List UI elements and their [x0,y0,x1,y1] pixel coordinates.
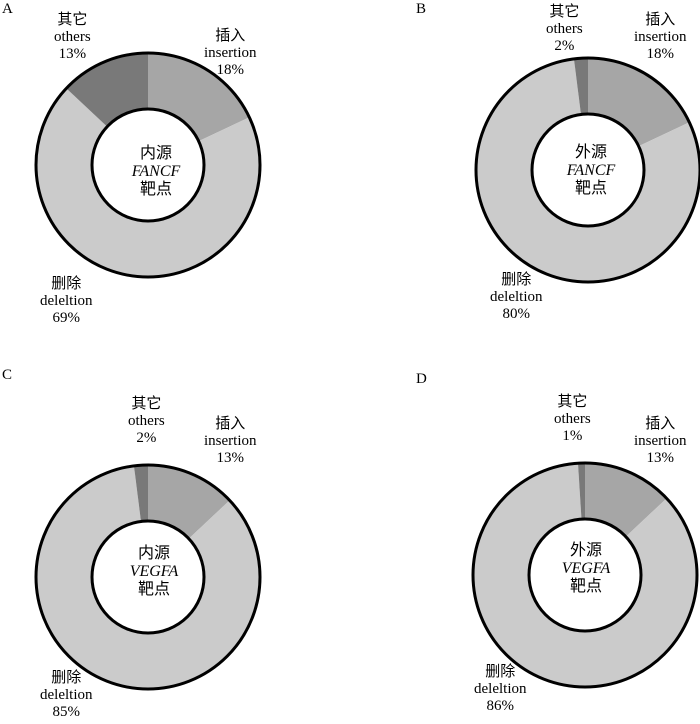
others-name-cn: 其它 [549,4,580,20]
others-percent: 2% [136,430,157,446]
donut-hole [530,112,646,228]
insertion-label: 插入 insertion 13% [634,416,687,467]
insertion-name-en: insertion [634,29,687,45]
panel-letter: D [416,371,427,387]
center-line-2: VEGFA [129,563,179,580]
insertion-name-cn: 插入 [645,416,676,432]
panel-letter: B [416,1,427,17]
others-label: 其它 others 13% [54,12,91,63]
deletion-name-cn: 删除 [501,272,532,288]
insertion-percent: 13% [216,450,245,466]
center-line-2: FANCF [566,162,616,179]
panel-letter: A [2,1,13,17]
center-label: 内源 VEGFA 靶点 [104,545,204,599]
center-line-1: 外源 [569,542,602,559]
donut-chart-b: B 其它 others 2% 插入 insertion 18% 删除 delel… [350,0,700,362]
deletion-name-en: deleltion [474,681,527,697]
donut-hole [90,107,206,223]
center-line-3: 靶点 [139,181,172,198]
insertion-name-en: insertion [204,433,257,449]
donut-outer-ring [474,56,700,284]
center-line-2: FANCF [131,163,181,180]
others-percent: 1% [562,428,583,444]
center-line-1: 外源 [574,144,607,161]
donut-outer-ring [471,461,699,689]
insertion-name-cn: 插入 [215,28,246,44]
deletion-label: 删除 deleltion 80% [490,272,543,323]
deletion-percent: 80% [502,306,531,322]
insertion-name-cn: 插入 [645,12,676,28]
deletion-percent: 85% [52,704,81,720]
center-line-3: 靶点 [569,578,602,595]
insertion-name-en: insertion [634,433,687,449]
deletion-name-en: deleltion [40,293,93,309]
donut-hole [527,517,643,633]
others-name-cn: 其它 [57,12,88,28]
deletion-percent: 86% [486,698,515,714]
deletion-label: 删除 deleltion 69% [40,276,93,327]
center-label: 内源 FANCF 靶点 [106,145,206,199]
center-label: 外源 VEGFA 靶点 [536,542,636,596]
donut-outer-ring [34,51,262,279]
donut-svg [474,56,700,284]
center-line-3: 靶点 [137,581,170,598]
deletion-name-cn: 删除 [51,276,82,292]
panel-letter: C [2,367,13,383]
donut-svg [34,51,262,279]
center-label: 外源 FANCF 靶点 [541,144,641,198]
insertion-percent: 18% [216,62,245,78]
others-name-cn: 其它 [131,396,162,412]
insertion-label: 插入 insertion 13% [204,416,257,467]
others-name-en: others [546,21,583,37]
donut-chart-a: A 其它 others 13% 插入 insertion 18% 删除 dele… [0,0,350,362]
donut-outer-ring [34,463,262,691]
center-line-2: VEGFA [561,560,611,577]
deletion-label: 删除 deleltion 86% [474,664,527,715]
deletion-percent: 69% [52,310,81,326]
deletion-name-en: deleltion [40,687,93,703]
donut-svg [34,463,262,691]
others-name-en: others [128,413,165,429]
insertion-name-en: insertion [204,45,257,61]
others-name-en: others [54,29,91,45]
others-name-cn: 其它 [557,394,588,410]
deletion-label: 删除 deleltion 85% [40,670,93,721]
insertion-name-cn: 插入 [215,416,246,432]
insertion-label: 插入 insertion 18% [204,28,257,79]
others-label: 其它 others 1% [554,394,591,445]
others-percent: 13% [58,46,87,62]
center-line-1: 内源 [137,545,170,562]
insertion-percent: 13% [646,450,675,466]
others-percent: 2% [554,38,575,54]
donut-chart-d: D 其它 others 1% 插入 insertion 13% 删除 delel… [350,362,700,724]
others-label: 其它 others 2% [128,396,165,447]
donut-chart-c: C 其它 others 2% 插入 insertion 13% 删除 delel… [0,362,350,724]
donut-hole [90,519,206,635]
donut-svg [471,461,699,689]
center-line-1: 内源 [139,145,172,162]
insertion-percent: 18% [646,46,675,62]
others-label: 其它 others 2% [546,4,583,55]
deletion-name-en: deleltion [490,289,543,305]
deletion-name-cn: 删除 [485,664,516,680]
insertion-label: 插入 insertion 18% [634,12,687,63]
deletion-name-cn: 删除 [51,670,82,686]
others-name-en: others [554,411,591,427]
center-line-3: 靶点 [574,180,607,197]
